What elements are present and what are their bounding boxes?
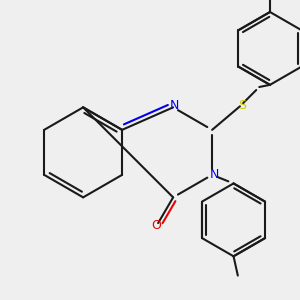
- Text: N: N: [170, 99, 179, 112]
- Text: S: S: [238, 99, 246, 112]
- Text: O: O: [151, 219, 161, 232]
- Text: N: N: [210, 168, 219, 182]
